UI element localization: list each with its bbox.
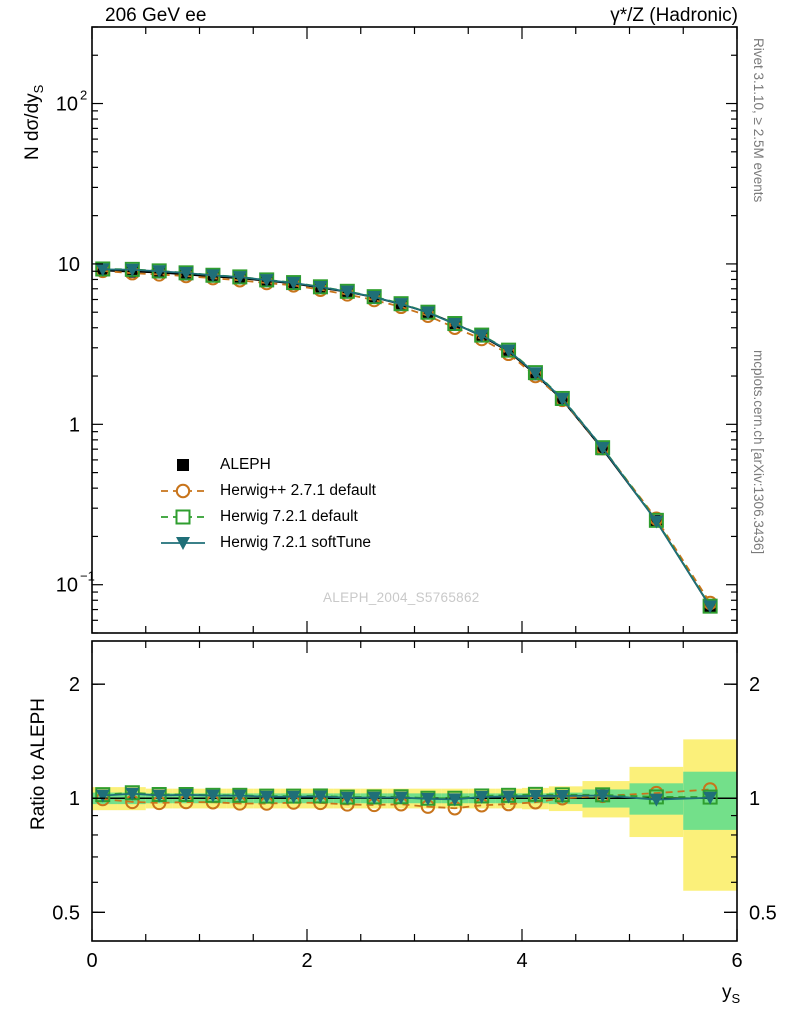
- marker-herwig721-soft: [340, 285, 355, 299]
- marker-herwig721-soft: [474, 790, 489, 804]
- main-y-tick-label: 10: [56, 94, 78, 116]
- header-left-title: 206 GeV ee: [105, 5, 207, 26]
- marker-herwig721-soft: [95, 263, 110, 277]
- x-tick-label: 6: [731, 950, 742, 972]
- marker-herwig721-soft: [259, 790, 274, 804]
- marker-herwig721-soft: [205, 789, 220, 803]
- marker-herwig721-soft: [125, 263, 140, 277]
- x-tick-label: 0: [86, 950, 97, 972]
- main-y-axis-label-text: N dσ/dy: [22, 93, 43, 160]
- marker-herwig721-soft: [367, 290, 382, 304]
- legend: ALEPH Herwig++ 2.7.1 default Herwig 7.2.1 …: [160, 452, 376, 556]
- marker-herwig721-soft: [595, 441, 610, 455]
- marker-herwig721-soft: [501, 790, 516, 804]
- marker-herwig721-soft: [95, 789, 110, 803]
- marker-herwig721-soft: [152, 789, 167, 803]
- legend-swatch-square-filled: [177, 459, 189, 471]
- main-y-tick-exponent: −1: [80, 569, 95, 584]
- side-note-rivet: Rivet 3.1.10, ≥ 2.5M events: [751, 38, 766, 203]
- header-right-title: γ*/Z (Hadronic): [610, 5, 738, 26]
- series-line: [102, 269, 711, 608]
- marker-herwig721-soft: [555, 392, 570, 406]
- ratio-y-tick-label: 2: [69, 674, 80, 696]
- marker-herwig721-soft: [179, 266, 194, 280]
- marker-herwig721-soft: [420, 792, 435, 806]
- legend-marker: [175, 509, 191, 525]
- marker-herwig721-soft: [528, 367, 543, 381]
- marker-herwig721-soft: [179, 788, 194, 802]
- legend-swatch-circle-open: [161, 483, 205, 499]
- legend-item-label: ALEPH: [220, 456, 271, 473]
- side-note-mcplots: mcplots.cern.ch [arXiv:1306.3436]: [751, 350, 766, 555]
- marker-herwig721-soft: [501, 344, 516, 358]
- marker-herwig721-soft: [420, 306, 435, 320]
- legend-item-label: Herwig++ 2.7.1 default: [220, 482, 376, 499]
- main-y-axis-label-sub: S: [30, 84, 46, 94]
- legend-item: ALEPH: [160, 452, 376, 478]
- marker-herwig721-soft: [286, 790, 301, 804]
- marker-herwig721-soft: [286, 276, 301, 290]
- marker-herwig721-soft: [313, 790, 328, 804]
- marker-herwig721-soft: [447, 793, 462, 807]
- ratio-y-tick-label: 0.5: [52, 902, 80, 924]
- series-line: [102, 791, 711, 800]
- marker-herwig721-soft: [394, 791, 409, 805]
- legend-marker: [175, 483, 191, 499]
- x-tick-label: 2: [301, 950, 312, 972]
- marker-herwig721-soft: [447, 318, 462, 332]
- marker-herwig721-soft: [394, 298, 409, 312]
- x-axis-label-text: y: [722, 982, 732, 1003]
- watermark: ALEPH_2004_S5765862: [323, 590, 480, 605]
- marker-herwig721-soft: [649, 515, 664, 529]
- main-y-tick-label: 1: [69, 414, 80, 436]
- main-y-tick-exponent: 2: [80, 88, 87, 103]
- marker-herwig721-soft: [313, 281, 328, 295]
- marker-herwig721-soft: [474, 329, 489, 343]
- x-axis-label: yS: [722, 982, 740, 1006]
- legend-marker: [177, 459, 189, 471]
- ratio-y-tick-label-right: 0.5: [749, 902, 777, 924]
- x-axis-label-sub: S: [731, 990, 741, 1006]
- marker-herwig721-soft: [232, 271, 247, 285]
- ratio-y-tick-label-right: 1: [749, 788, 760, 810]
- legend-item: Herwig 7.2.1 softTune: [160, 530, 376, 556]
- marker-herwig721-soft: [232, 789, 247, 803]
- legend-item-label: Herwig 7.2.1 softTune: [220, 534, 372, 551]
- ratio-y-axis-label-text: Ratio to ALEPH: [28, 697, 49, 830]
- legend-item: Herwig 7.2.1 default: [160, 504, 376, 530]
- marker-herwig721-soft: [649, 793, 664, 807]
- legend-swatch-triangle-down-filled: [161, 537, 205, 550]
- legend-item-label: Herwig 7.2.1 default: [220, 508, 358, 525]
- marker-herwig721-soft: [367, 791, 382, 805]
- legend-item: Herwig++ 2.7.1 default: [160, 478, 376, 504]
- marker-herwig721-soft: [555, 789, 570, 803]
- marker-herwig721-soft: [595, 789, 610, 803]
- ratio-y-tick-label-right: 2: [749, 674, 760, 696]
- marker-herwig721-soft: [703, 791, 718, 805]
- x-tick-label: 4: [516, 950, 527, 972]
- marker-herwig721-soft: [205, 269, 220, 283]
- marker-herwig721-soft: [152, 265, 167, 279]
- marker-herwig721-soft: [703, 600, 718, 614]
- marker-herwig721-soft: [528, 789, 543, 803]
- main-y-tick-label: 10: [58, 254, 80, 276]
- legend-marker: [176, 537, 190, 550]
- marker-herwig721-soft: [340, 791, 355, 805]
- marker-herwig721-soft: [259, 274, 274, 288]
- main-y-tick-label: 10: [56, 575, 78, 597]
- legend-swatch-square-open: [161, 509, 205, 525]
- ratio-y-tick-label: 1: [69, 788, 80, 810]
- marker-herwig721-soft: [125, 787, 140, 801]
